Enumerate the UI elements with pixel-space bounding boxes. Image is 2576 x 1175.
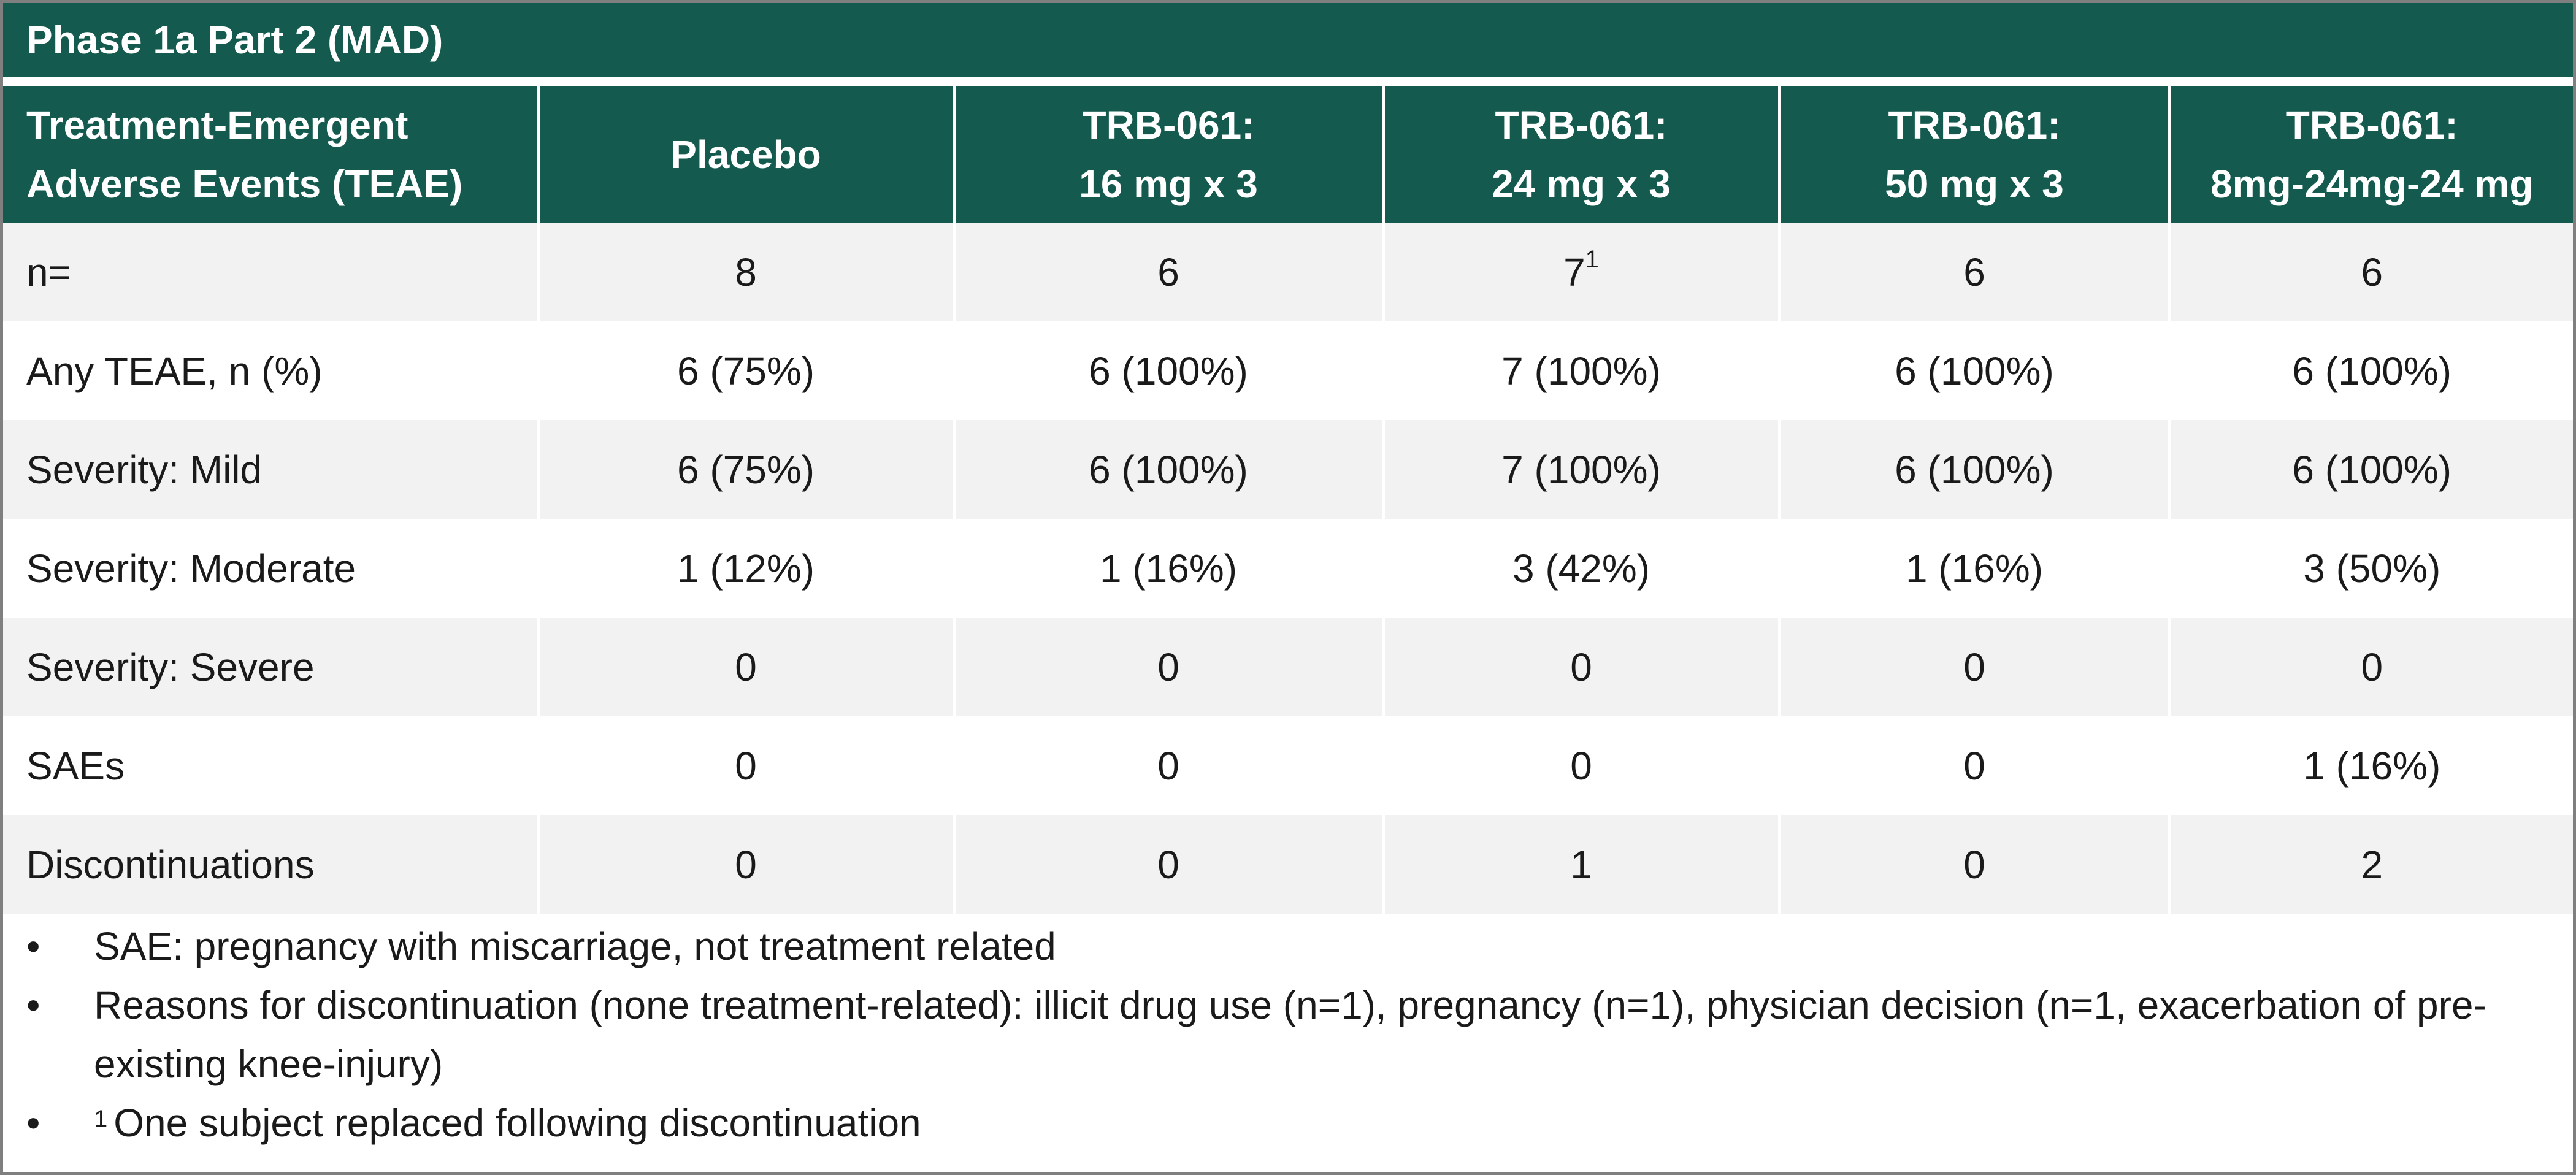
table-cell: 7 (100%) xyxy=(1381,420,1779,519)
header-trb061-24mg: TRB-061: 24 mg x 3 xyxy=(1381,86,1779,223)
bullet-icon: • xyxy=(26,1101,40,1145)
table-cell: 1 (16%) xyxy=(2168,716,2573,815)
header-col4-line-2: 50 mg x 3 xyxy=(1885,162,2064,206)
cell-value: 7 xyxy=(1563,250,1585,294)
table-row-severity-severe: Severity: Severe 0 0 0 0 0 xyxy=(3,618,2573,716)
header-col2-line-2: 16 mg x 3 xyxy=(1079,162,1258,206)
header-row: Treatment-Emergent Adverse Events (TEAE)… xyxy=(3,86,2573,223)
row-label: n= xyxy=(3,223,538,321)
teae-table: Treatment-Emergent Adverse Events (TEAE)… xyxy=(3,86,2573,914)
table-cell: 1 (12%) xyxy=(536,519,954,618)
table-cell: 6 (75%) xyxy=(536,321,954,420)
row-label: Severity: Moderate xyxy=(3,519,538,618)
table-cell: 6 (100%) xyxy=(2168,420,2573,519)
table-row-discontinuations: Discontinuations 0 0 1 0 2 xyxy=(3,815,2573,914)
row-label: SAEs xyxy=(3,716,538,815)
table-cell: 6 (100%) xyxy=(952,321,1383,420)
table-cell: 6 xyxy=(2168,223,2573,321)
table-cell: 0 xyxy=(1381,716,1779,815)
header-row-label-line-2: Adverse Events (TEAE) xyxy=(26,162,463,206)
row-label: Discontinuations xyxy=(3,815,538,914)
table-cell: 3 (42%) xyxy=(1381,519,1779,618)
header-placebo-line-1: Placebo xyxy=(670,132,821,177)
row-label: Any TEAE, n (%) xyxy=(3,321,538,420)
header-col5-line-1: TRB-061: xyxy=(2285,103,2458,147)
header-trb061-16mg: TRB-061: 16 mg x 3 xyxy=(952,86,1383,223)
footnote-marker: 1 xyxy=(94,1106,108,1133)
header-row-label: Treatment-Emergent Adverse Events (TEAE) xyxy=(3,86,538,223)
note-item: • 1 One subject replaced following discon… xyxy=(3,1093,2573,1152)
table-cell: 0 xyxy=(2168,618,2573,716)
table-cell: 1 (16%) xyxy=(952,519,1383,618)
title-separator xyxy=(3,77,2573,86)
footnote-marker: 1 xyxy=(1585,245,1599,273)
table-cell: 1 xyxy=(1381,815,1779,914)
note-text: One subject replaced following discontin… xyxy=(113,1101,921,1145)
table-row-severity-mild: Severity: Mild 6 (75%) 6 (100%) 7 (100%)… xyxy=(3,420,2573,519)
table-cell: 6 xyxy=(1777,223,2169,321)
header-placebo: Placebo xyxy=(536,86,954,223)
table-cell: 71 xyxy=(1381,223,1779,321)
table-cell: 0 xyxy=(952,815,1383,914)
table-row-any-teae: Any TEAE, n (%) 6 (75%) 6 (100%) 7 (100%… xyxy=(3,321,2573,420)
table-title: Phase 1a Part 2 (MAD) xyxy=(3,3,2573,77)
bullet-icon: • xyxy=(26,924,40,968)
header-col2-line-1: TRB-061: xyxy=(1082,103,1255,147)
table-cell: 3 (50%) xyxy=(2168,519,2573,618)
table-cell: 0 xyxy=(1777,815,2169,914)
table-cell: 1 (16%) xyxy=(1777,519,2169,618)
table-cell: 0 xyxy=(536,815,954,914)
table-cell: 6 xyxy=(952,223,1383,321)
bullet-icon: • xyxy=(26,983,40,1027)
row-label: Severity: Severe xyxy=(3,618,538,716)
table-cell: 0 xyxy=(952,618,1383,716)
table-cell: 0 xyxy=(536,618,954,716)
note-item: • SAE: pregnancy with miscarriage, not t… xyxy=(3,917,2573,976)
table-cell: 6 (100%) xyxy=(1777,420,2169,519)
table-cell: 0 xyxy=(952,716,1383,815)
table-cell: 6 (100%) xyxy=(952,420,1383,519)
header-trb061-8-24-24mg: TRB-061: 8mg-24mg-24 mg xyxy=(2168,86,2573,223)
table-cell: 0 xyxy=(1777,618,2169,716)
table-cell: 6 (100%) xyxy=(2168,321,2573,420)
table-cell: 6 (100%) xyxy=(1777,321,2169,420)
notes-list: • SAE: pregnancy with miscarriage, not t… xyxy=(3,917,2573,1152)
note-text: SAE: pregnancy with miscarriage, not tre… xyxy=(94,924,1056,968)
table-cell: 0 xyxy=(536,716,954,815)
table-row-saes: SAEs 0 0 0 0 1 (16%) xyxy=(3,716,2573,815)
note-item: • Reasons for discontinuation (none trea… xyxy=(3,976,2573,1093)
header-col4-line-1: TRB-061: xyxy=(1888,103,2061,147)
table-cell: 7 (100%) xyxy=(1381,321,1779,420)
table-cell: 8 xyxy=(536,223,954,321)
header-row-label-line-1: Treatment-Emergent xyxy=(26,103,408,147)
header-col5-line-2: 8mg-24mg-24 mg xyxy=(2210,162,2534,206)
header-col3-line-1: TRB-061: xyxy=(1495,103,1668,147)
table-row-n: n= 8 6 71 6 6 xyxy=(3,223,2573,321)
table-cell: 6 (75%) xyxy=(536,420,954,519)
table-cell: 0 xyxy=(1777,716,2169,815)
table-cell: 2 xyxy=(2168,815,2573,914)
header-trb061-50mg: TRB-061: 50 mg x 3 xyxy=(1777,86,2169,223)
row-label: Severity: Mild xyxy=(3,420,538,519)
table-cell: 0 xyxy=(1381,618,1779,716)
table-row-severity-moderate: Severity: Moderate 1 (12%) 1 (16%) 3 (42… xyxy=(3,519,2573,618)
note-text: Reasons for discontinuation (none treatm… xyxy=(94,983,2486,1086)
header-col3-line-2: 24 mg x 3 xyxy=(1492,162,1671,206)
